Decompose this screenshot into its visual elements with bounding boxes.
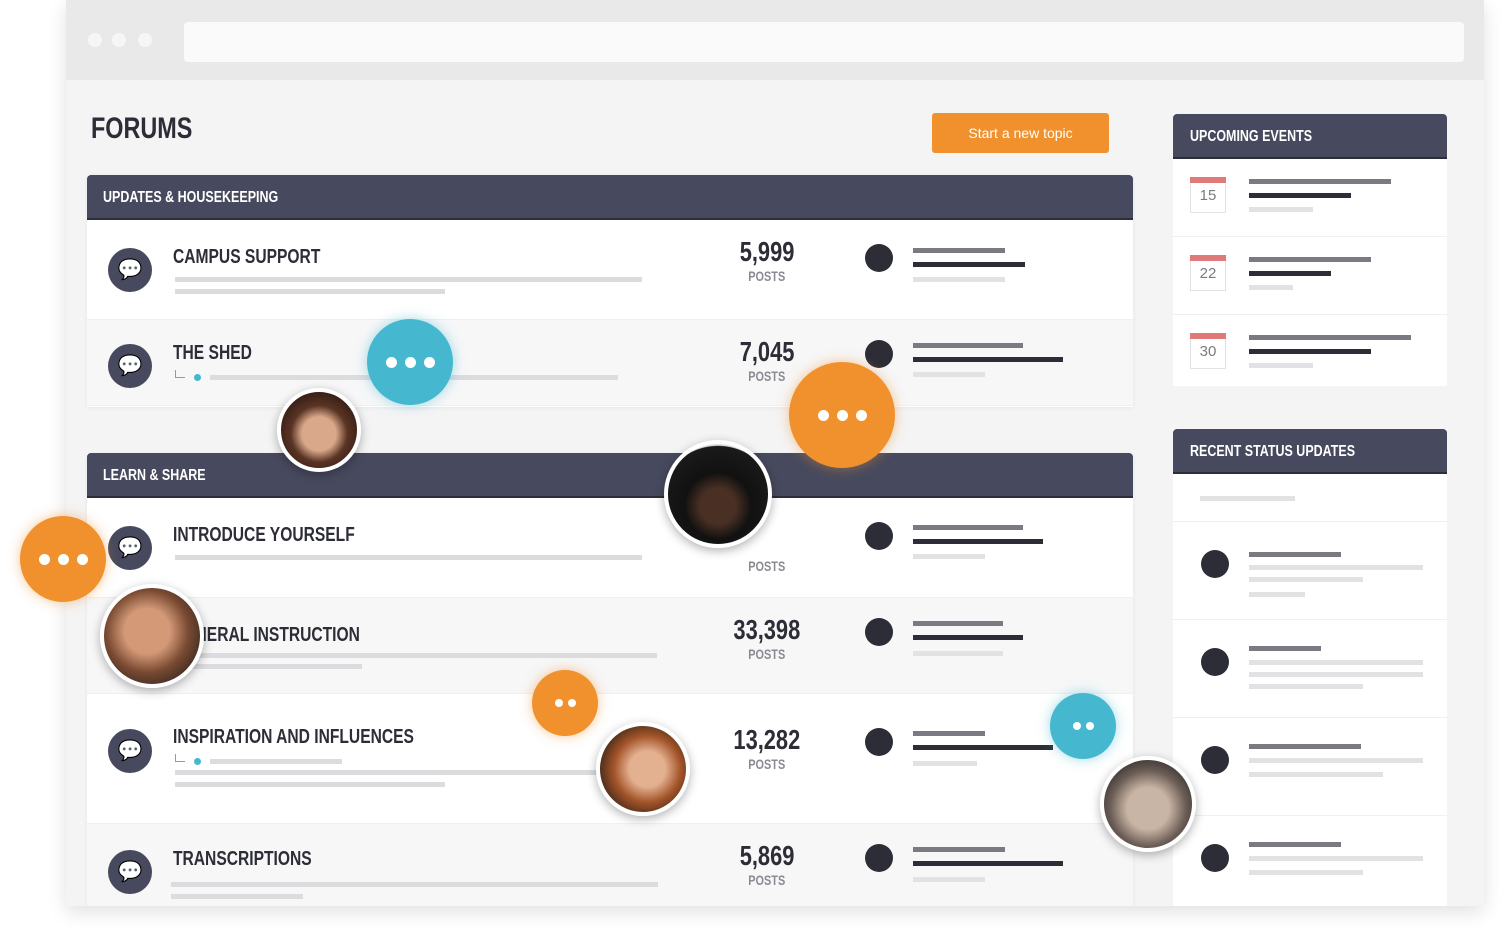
- forum-row[interactable]: 💬 THE SHED 7,045 POSTS: [87, 320, 1133, 406]
- typing-bubble-icon: [20, 516, 106, 602]
- chat-bubbles-icon: 💬: [108, 526, 152, 570]
- section-title: UPDATES & HOUSEKEEPING: [103, 189, 279, 206]
- forum-name[interactable]: TRANSCRIPTIONS: [173, 848, 312, 870]
- forum-row[interactable]: 💬 CAMPUS SUPPORT 5,999 POSTS: [87, 220, 1133, 320]
- event-item[interactable]: 22: [1173, 237, 1447, 315]
- user-avatar[interactable]: [865, 618, 893, 646]
- user-avatar[interactable]: [100, 584, 204, 688]
- reply-indent-icon: [175, 370, 185, 378]
- status-input[interactable]: [1173, 474, 1447, 522]
- address-bar[interactable]: [184, 22, 1464, 62]
- browser-window: FORUMS Start a new topic UPDATES & HOUSE…: [66, 0, 1484, 906]
- chat-bubbles-icon: 💬: [108, 344, 152, 388]
- forum-row[interactable]: 💬 TRANSCRIPTIONS 5,869 POSTS: [87, 824, 1133, 906]
- chat-bubbles-icon: 💬: [108, 729, 152, 773]
- forum-name[interactable]: CAMPUS SUPPORT: [173, 246, 321, 268]
- recent-status-panel: RECENT STATUS UPDATES: [1173, 429, 1447, 906]
- user-avatar[interactable]: [277, 388, 361, 472]
- window-dot[interactable]: [138, 33, 152, 47]
- user-avatar[interactable]: [865, 522, 893, 550]
- forum-row[interactable]: 💬 INSPIRATION AND INFLUENCES 13,282 POSTS: [87, 694, 1133, 824]
- typing-bubble-icon: [367, 319, 453, 405]
- panel-header: RECENT STATUS UPDATES: [1173, 429, 1447, 474]
- typing-bubble-icon: [532, 670, 598, 736]
- typing-bubble-icon: [789, 362, 895, 468]
- section-title: LEARN & SHARE: [103, 467, 206, 484]
- post-count: 33,398 POSTS: [733, 614, 801, 662]
- forum-row[interactable]: 💬 INTRODUCE YOURSELF POSTS: [87, 498, 1133, 598]
- calendar-icon: 30: [1190, 333, 1226, 369]
- user-avatar[interactable]: [865, 244, 893, 272]
- browser-chrome: [66, 0, 1484, 80]
- user-avatar[interactable]: [865, 728, 893, 756]
- forum-name[interactable]: INSPIRATION AND INFLUENCES: [173, 726, 414, 748]
- event-item[interactable]: 30: [1173, 315, 1447, 393]
- forum-section: LEARN & SHARE 💬 INTRODUCE YOURSELF POSTS…: [87, 453, 1133, 906]
- chat-bubbles-icon: 💬: [108, 248, 152, 292]
- forum-name[interactable]: GENERAL INSTRUCTION: [173, 624, 360, 646]
- post-count: 7,045 POSTS: [739, 336, 795, 384]
- start-new-topic-button[interactable]: Start a new topic: [932, 113, 1109, 153]
- unread-dot-icon: [194, 758, 201, 765]
- section-header: UPDATES & HOUSEKEEPING: [87, 175, 1133, 220]
- reply-indent-icon: [175, 754, 185, 762]
- post-count: POSTS: [748, 558, 786, 574]
- post-count: 5,999 POSTS: [739, 236, 795, 284]
- typing-bubble-icon: [1050, 693, 1116, 759]
- user-avatar[interactable]: [664, 440, 772, 548]
- user-avatar[interactable]: [865, 844, 893, 872]
- status-item[interactable]: [1173, 816, 1447, 906]
- calendar-icon: 15: [1190, 177, 1226, 213]
- page-title: FORUMS: [91, 112, 193, 145]
- upcoming-events-panel: UPCOMING EVENTS 15 22 30: [1173, 114, 1447, 386]
- window-dot[interactable]: [112, 33, 126, 47]
- chat-bubbles-icon: 💬: [108, 850, 152, 894]
- window-dot[interactable]: [88, 33, 102, 47]
- user-avatar[interactable]: [596, 722, 690, 816]
- status-item[interactable]: [1173, 522, 1447, 620]
- forum-name[interactable]: INTRODUCE YOURSELF: [173, 524, 355, 546]
- event-item[interactable]: 15: [1173, 159, 1447, 237]
- user-avatar[interactable]: [1100, 756, 1196, 852]
- section-header: LEARN & SHARE: [87, 453, 1133, 498]
- post-count: 5,869 POSTS: [739, 840, 795, 888]
- panel-header: UPCOMING EVENTS: [1173, 114, 1447, 159]
- unread-dot-icon: [194, 374, 201, 381]
- forum-name[interactable]: THE SHED: [173, 342, 252, 364]
- calendar-icon: 22: [1190, 255, 1226, 291]
- post-count: 13,282 POSTS: [733, 724, 801, 772]
- status-item[interactable]: [1173, 718, 1447, 816]
- user-avatar[interactable]: [865, 340, 893, 368]
- forum-section: UPDATES & HOUSEKEEPING 💬 CAMPUS SUPPORT …: [87, 175, 1133, 407]
- status-item[interactable]: [1173, 620, 1447, 718]
